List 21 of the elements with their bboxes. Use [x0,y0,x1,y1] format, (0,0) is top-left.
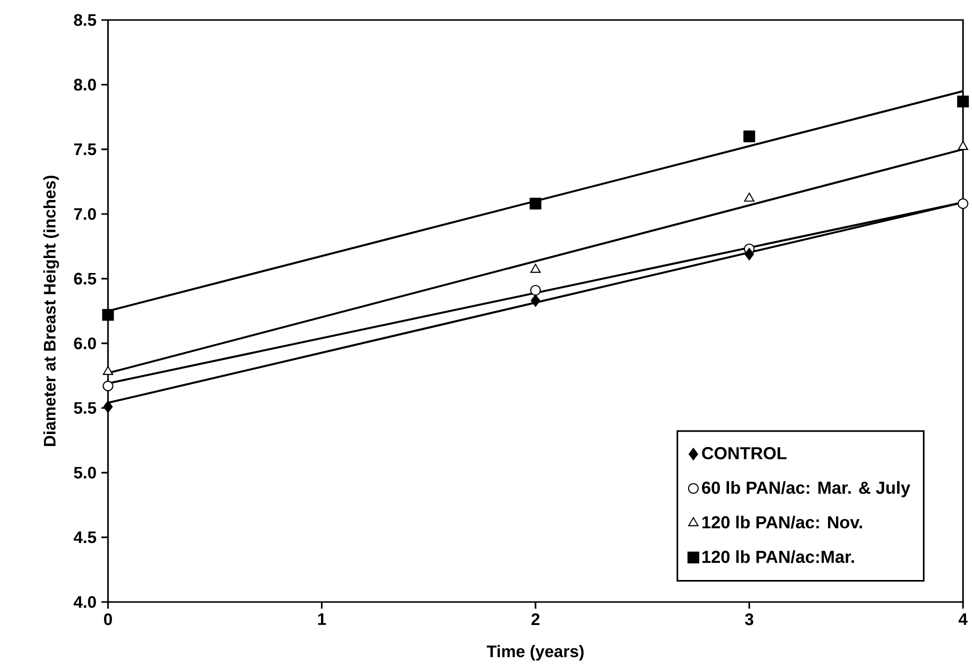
y-tick-label: 8.5 [74,14,96,26]
y-tick-label: 7.0 [74,208,96,220]
y-tick-label: 6.5 [74,272,96,285]
x-tick-label: 2 [531,613,540,626]
x-tick-label: 3 [744,613,754,626]
legend-label: CONTROL [702,447,787,460]
legend-label: 120 lb PAN/ac:Mar. [702,550,854,564]
y-tick-label: 5.5 [74,402,96,414]
x-tick-label: 4 [958,613,968,625]
y-tick-label: 4.5 [74,532,96,544]
y-axis-title: Diameter at Breast Height (inches) [43,176,59,446]
y-tick-label: 7.5 [74,144,96,156]
y-tick-label: 4.0 [74,596,96,608]
x-tick-label: 0 [104,613,112,626]
y-tick-label: 8.0 [74,78,96,91]
legend-label: 60 lb PAN/ac: Mar. & July [702,481,910,498]
x-tick-label: 1 [318,613,326,625]
y-tick-label: 6.0 [74,337,96,350]
legend-label: 120 lb PAN/ac: Nov. [702,516,862,529]
y-tick-label: 5.0 [74,466,96,479]
x-axis-title: Time (years) [486,645,584,661]
